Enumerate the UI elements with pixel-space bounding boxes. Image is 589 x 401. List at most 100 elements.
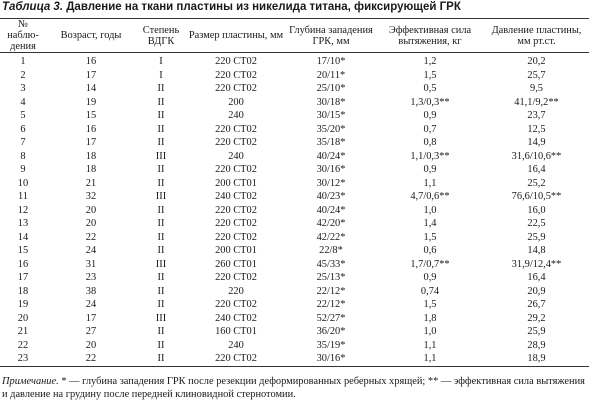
table-row: 2 17 I 220 СТ02 20/11* 1,5 25,7 bbox=[0, 69, 589, 83]
table-cell: 240 bbox=[228, 339, 244, 351]
table-cell: 0,7 bbox=[423, 123, 437, 135]
table-cell: 240 СТ02 bbox=[215, 312, 257, 324]
table-cell: III bbox=[155, 258, 167, 270]
table-caption: Таблица 3. Давление на ткани пластины из… bbox=[2, 1, 461, 13]
table-cell: 1,0 bbox=[423, 326, 437, 338]
table-cell: 160 СТ01 bbox=[215, 326, 257, 338]
table-cell: 17 bbox=[85, 69, 97, 81]
table-cell: 16 bbox=[85, 56, 97, 68]
table-cell: 9 bbox=[20, 164, 26, 176]
table-row: 23 22 II 220 СТ02 30/16* 1,1 18,9 bbox=[0, 352, 589, 366]
table-cell: 240 СТ02 bbox=[215, 191, 257, 203]
table-cell: 220 СТ02 bbox=[215, 353, 257, 365]
footnote: Примечание. * — глубина западения ГРК по… bbox=[2, 375, 587, 401]
footnote-label: Примечание. bbox=[2, 376, 59, 387]
table-cell: 17 bbox=[85, 312, 97, 324]
table-head: № наблю-дения Возраст, годы Степень ВДГК Ра… bbox=[0, 18, 589, 53]
table-cell: II bbox=[157, 326, 165, 338]
table-cell: 38 bbox=[85, 285, 97, 297]
table-cell: II bbox=[157, 245, 165, 257]
column-header: Давление пластины, мм рт.ст. bbox=[491, 24, 582, 47]
table-cell: II bbox=[157, 83, 165, 95]
caption-label: Таблица 3. bbox=[2, 1, 64, 13]
table-cell: 18 bbox=[85, 164, 97, 176]
caption-text: Давление на ткани пластины из никелида т… bbox=[66, 1, 461, 13]
table-cell: 14 bbox=[17, 231, 29, 243]
table-cell: 220 СТ02 bbox=[215, 69, 257, 81]
table-cell: I bbox=[159, 69, 163, 81]
table-cell: 14,8 bbox=[527, 245, 546, 257]
table-cell: 25/13* bbox=[316, 272, 346, 284]
table-cell: 8 bbox=[20, 150, 26, 162]
column-header: Возраст, годы bbox=[60, 30, 122, 41]
table-cell: 5 bbox=[20, 110, 26, 122]
table-cell: 31,6/10,6** bbox=[511, 150, 562, 162]
table-cell: 1,5 bbox=[423, 69, 437, 81]
table-cell: II bbox=[157, 272, 165, 284]
table-cell: 220 СТ02 bbox=[215, 299, 257, 311]
table-cell: 20 bbox=[85, 218, 97, 230]
table-cell: 35/19* bbox=[316, 339, 346, 351]
table-cell: 1,1 bbox=[423, 177, 437, 189]
table-cell: 10 bbox=[17, 177, 29, 189]
table-cell: 42/20* bbox=[316, 218, 346, 230]
table-cell: 220 bbox=[228, 285, 244, 297]
table-cell: 30/12* bbox=[316, 177, 346, 189]
table-cell: 22/12* bbox=[316, 299, 346, 311]
table-row: 19 24 II 220 СТ02 22/12* 1,5 26,7 bbox=[0, 298, 589, 312]
table-cell: II bbox=[157, 123, 165, 135]
table-cell: 6 bbox=[20, 123, 26, 135]
table-cell: 13 bbox=[17, 218, 29, 230]
table-cell: 21 bbox=[17, 326, 29, 338]
table-cell: 22/8* bbox=[319, 245, 343, 257]
table-cell: 1,3/0,3** bbox=[410, 96, 450, 108]
table-cell: 3 bbox=[20, 83, 26, 95]
table-cell: 1,5 bbox=[423, 299, 437, 311]
header-row: № наблю-дения Возраст, годы Степень ВДГК Ра… bbox=[0, 18, 589, 53]
table-cell: 35/18* bbox=[316, 137, 346, 149]
table-cell: II bbox=[157, 110, 165, 122]
table-cell: 22,5 bbox=[527, 218, 546, 230]
footnote-text: * — глубина западения ГРК после резекции… bbox=[2, 376, 585, 400]
table-cell: 1,2 bbox=[423, 56, 437, 68]
table-cell: III bbox=[155, 191, 167, 203]
table-cell: 0,9 bbox=[423, 164, 437, 176]
table-cell: 20,9 bbox=[527, 285, 546, 297]
table-row: 20 17 III 240 СТ02 52/27* 1,8 29,2 bbox=[0, 312, 589, 326]
column-header: Глубина западения ГРК, мм bbox=[289, 24, 373, 47]
table-cell: 20/11* bbox=[316, 69, 346, 81]
table-cell: 14 bbox=[85, 83, 97, 95]
table-cell: II bbox=[157, 204, 165, 216]
table-cell: 27 bbox=[85, 326, 97, 338]
table-cell: II bbox=[157, 177, 165, 189]
table-cell: 24 bbox=[85, 245, 97, 257]
table-cell: 220 СТ02 bbox=[215, 137, 257, 149]
table-cell: 30/16* bbox=[316, 164, 346, 176]
table-row: 4 19 II 200 30/18* 1,3/0,3** 41,1/9,2** bbox=[0, 96, 589, 110]
table-cell: 0,8 bbox=[423, 137, 437, 149]
table-row: 15 24 II 200 СТ01 22/8* 0,6 14,8 bbox=[0, 244, 589, 258]
table-cell: 19 bbox=[17, 299, 29, 311]
table-cell: 23 bbox=[17, 353, 29, 365]
table-cell: 220 СТ02 bbox=[215, 83, 257, 95]
table-cell: 30/15* bbox=[316, 110, 346, 122]
data-table: № наблю-дения Возраст, годы Степень ВДГК Ра… bbox=[0, 18, 589, 367]
table-cell: 42/22* bbox=[316, 231, 346, 243]
table-body: 1 16 I 220 СТ02 17/10* 1,2 20,2 2 17 I 220 СТ02 20/… bbox=[0, 53, 589, 366]
table-cell: 1,1/0,3** bbox=[410, 150, 450, 162]
table-cell: 260 СТ01 bbox=[215, 258, 257, 270]
table-row: 22 20 II 240 35/19* 1,1 28,9 bbox=[0, 339, 589, 353]
table-cell: II bbox=[157, 137, 165, 149]
table-cell: 220 СТ02 bbox=[215, 231, 257, 243]
table-cell: 22/12* bbox=[316, 285, 346, 297]
table-cell: 31 bbox=[85, 258, 97, 270]
table-cell: 30/16* bbox=[316, 353, 346, 365]
table-row: 3 14 II 220 СТ02 25/10* 0,5 9,5 bbox=[0, 82, 589, 96]
table-row: 12 20 II 220 СТ02 40/24* 1,0 16,0 bbox=[0, 204, 589, 218]
table-cell: 15 bbox=[17, 245, 29, 257]
table-cell: 16 bbox=[17, 258, 29, 270]
table-cell: 1,1 bbox=[423, 339, 437, 351]
table-cell: 20 bbox=[17, 312, 29, 324]
table-cell: 17/10* bbox=[316, 56, 346, 68]
